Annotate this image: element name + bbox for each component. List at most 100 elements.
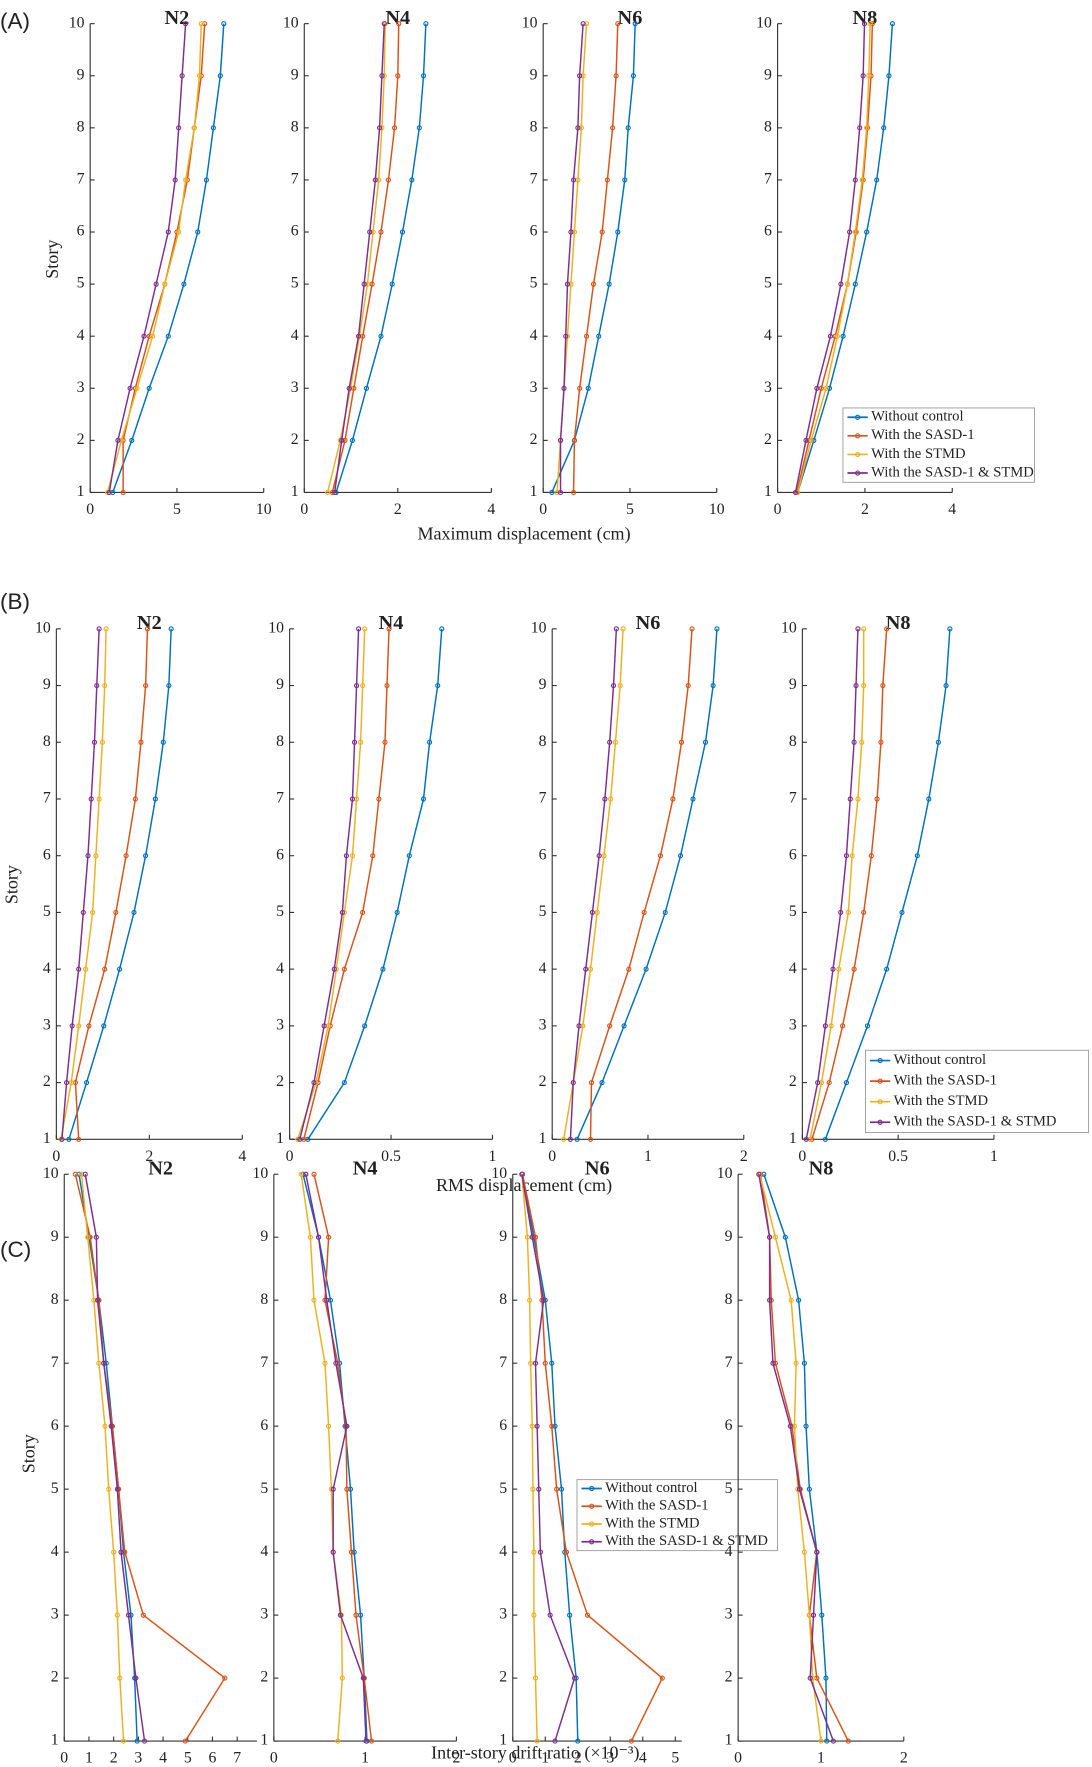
y-tick-label: 6 (725, 1417, 733, 1434)
point (801, 1549, 807, 1555)
point (384, 682, 390, 689)
point (221, 21, 227, 27)
point (363, 1738, 369, 1744)
point (542, 1360, 548, 1366)
series-line (68, 628, 172, 1140)
point (322, 1360, 328, 1366)
legend-label: Without control (894, 1052, 986, 1068)
point (370, 229, 376, 235)
point (339, 909, 345, 916)
subplot: 1 2 3 4 5 6 7 8 9 10 0 2 4 N4 (283, 7, 496, 518)
point (587, 966, 594, 972)
point (847, 796, 853, 802)
legend-box (842, 407, 1035, 483)
point (558, 1486, 565, 1492)
y-tick-label: 8 (260, 1291, 268, 1308)
point (349, 853, 356, 859)
point (321, 1023, 327, 1029)
point (628, 1738, 634, 1744)
point (622, 177, 628, 183)
x-tick-label: 1 (817, 1750, 825, 1767)
y-tick-label: 5 (499, 1480, 507, 1497)
x-tick-label: 10 (256, 501, 272, 518)
y-tick-label: 9 (260, 1228, 268, 1245)
point (874, 177, 880, 183)
point (96, 626, 102, 632)
y-tick-label: 1 (530, 483, 538, 500)
point (767, 1297, 773, 1303)
point (589, 909, 596, 916)
point (307, 1234, 313, 1240)
point (333, 1360, 339, 1366)
point (610, 125, 616, 131)
point (80, 909, 86, 916)
point (344, 1423, 350, 1429)
y-tick-label: 2 (43, 1073, 51, 1090)
series-line (811, 628, 888, 1140)
y-tick-label: 4 (291, 327, 299, 344)
panel-label: (B) (0, 589, 30, 614)
x-tick-label: 2 (452, 1750, 460, 1767)
subplot-title: N4 (379, 612, 404, 634)
subplot-title: N4 (353, 1157, 378, 1179)
point (926, 796, 932, 802)
point (76, 1023, 82, 1029)
series-line (300, 1174, 344, 1742)
point (172, 177, 178, 183)
point (899, 909, 905, 916)
y-tick-label: 4 (725, 1543, 733, 1560)
y-tick-label: 4 (77, 327, 85, 344)
y-tick-label: 9 (725, 1228, 733, 1245)
x-tick-label: 2 (574, 1750, 582, 1767)
point (580, 21, 586, 27)
y-tick-label: 4 (499, 1543, 507, 1560)
x-tick-label: 1 (489, 1148, 497, 1165)
legend-marker (854, 433, 861, 439)
point (143, 682, 149, 689)
point (385, 177, 392, 183)
y-tick-label: 9 (51, 1228, 59, 1245)
point (378, 333, 384, 339)
point (840, 333, 846, 339)
point (360, 909, 366, 916)
point (409, 177, 415, 183)
point (335, 1738, 341, 1744)
subplot: 1 2 3 4 5 6 7 8 9 10 0 5 10 N6 (522, 7, 725, 518)
y-tick-label: 1 (725, 1732, 733, 1749)
point (861, 909, 867, 916)
legend-label: With the STMD (605, 1515, 699, 1531)
y-tick-label: 9 (764, 66, 772, 83)
point (613, 626, 619, 632)
point (610, 682, 617, 689)
x-tick-label: 0 (798, 1148, 806, 1165)
point (376, 796, 382, 802)
x-tick-label: 4 (159, 1750, 167, 1767)
point (182, 1738, 188, 1744)
point (828, 1023, 834, 1029)
point (884, 966, 890, 972)
point (844, 281, 851, 287)
y-tick-label: 5 (764, 275, 772, 292)
point (807, 1675, 813, 1681)
legend: Without control With the SASD-1 With the S… (842, 407, 1035, 483)
point (843, 853, 850, 859)
point (133, 1675, 139, 1681)
point (330, 1549, 336, 1555)
point (59, 1136, 65, 1142)
point (527, 1297, 533, 1303)
series-line (60, 628, 107, 1140)
y-tick-label: 3 (260, 1606, 268, 1623)
point (68, 1079, 74, 1086)
point (710, 682, 716, 689)
y-tick-label: 6 (530, 223, 538, 240)
y-axis-label: Story (2, 865, 22, 904)
point (325, 489, 331, 496)
point (607, 739, 613, 745)
point (326, 1234, 332, 1240)
point (809, 1136, 815, 1142)
point (860, 73, 866, 79)
x-tick-label: 3 (606, 1750, 614, 1767)
y-tick-label: 2 (77, 431, 85, 448)
point (577, 73, 583, 79)
y-tick-label: 3 (77, 379, 85, 396)
